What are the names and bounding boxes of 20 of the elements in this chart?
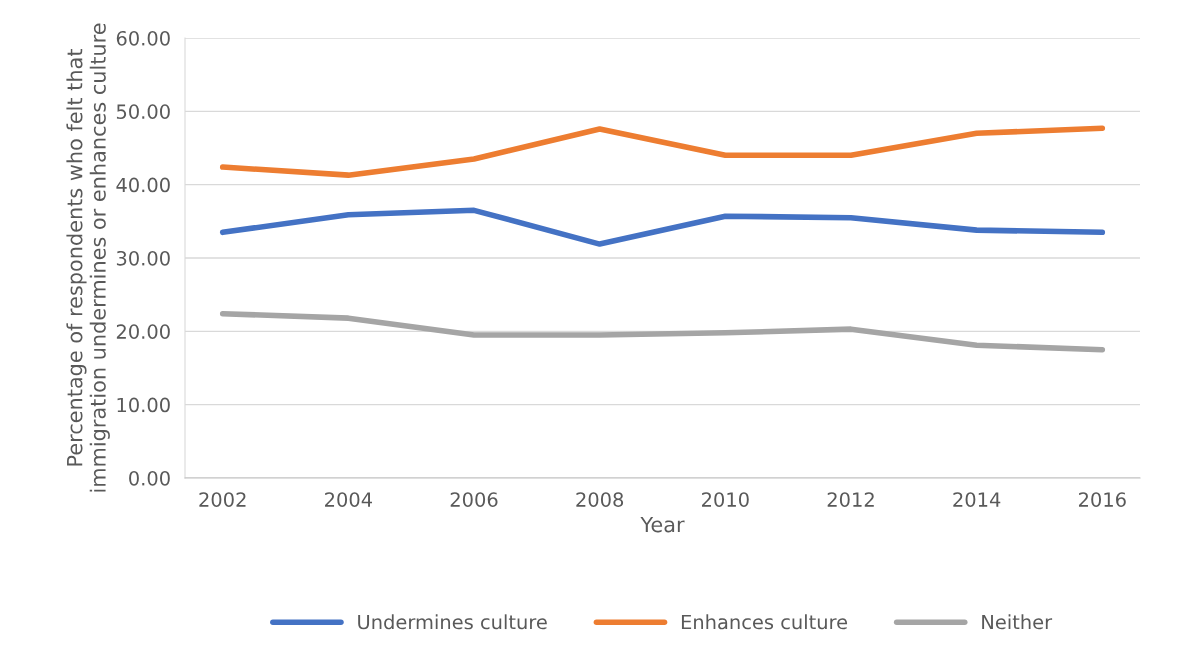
x-tick-label: 2002	[199, 492, 246, 507]
y-tick-label: 10.00	[117, 397, 170, 413]
y-tick-label: 30.00	[116, 250, 170, 266]
legend-label: Undermines culture	[358, 614, 547, 630]
x-tick-label: 2016	[1078, 492, 1126, 507]
x-tick-label: 2010	[702, 492, 749, 507]
x-tick-label: 2014	[953, 492, 1001, 507]
legend-label: Enhances culture	[681, 614, 848, 630]
x-tick-label: 2006	[450, 492, 498, 507]
x-tick-label: 2004	[325, 492, 373, 507]
y-tick-label: 0.00	[129, 470, 170, 486]
y-tick-label: 40.00	[116, 177, 170, 193]
x-tick-label: 2012	[827, 492, 874, 507]
y-tick-label: 60.00	[116, 30, 170, 46]
y-tick-label: 50.00	[116, 104, 170, 119]
x-tick-label: 2008	[576, 492, 624, 507]
x-axis-title: Year	[640, 516, 685, 533]
legend-label: Neither	[982, 614, 1053, 630]
y-axis-title: Percentage of respondents who felt that immigration undermines or enhances culture	[66, 23, 110, 492]
y-tick-label: 20.00	[116, 324, 170, 339]
